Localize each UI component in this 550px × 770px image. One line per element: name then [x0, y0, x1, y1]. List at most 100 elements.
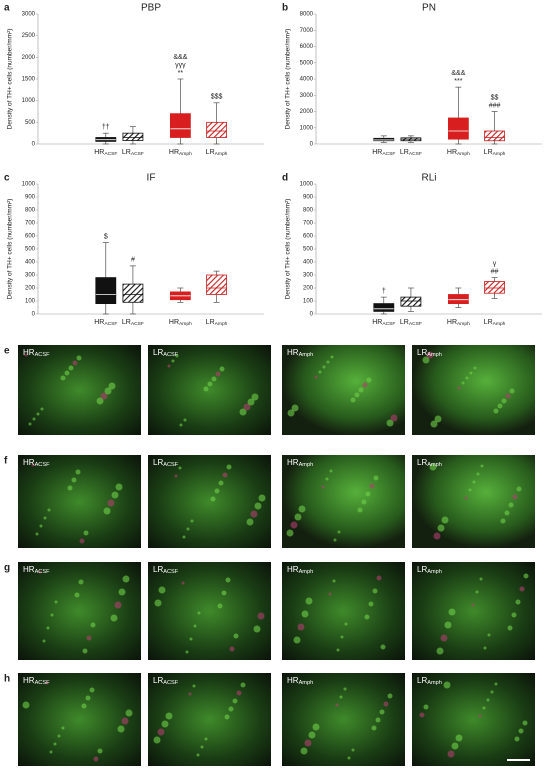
- cell: [35, 532, 39, 536]
- cell: [254, 502, 262, 510]
- cell: [468, 488, 472, 492]
- label: LRAmph: [417, 348, 442, 358]
- label: LRACSF: [400, 149, 422, 157]
- chart-title: PBP: [141, 3, 161, 14]
- y-tick-label: 600: [303, 234, 314, 240]
- cell: [300, 747, 308, 755]
- y-axis-label: Density of TH+ cells (number/mm²): [7, 29, 14, 130]
- panel-letter: b: [282, 3, 288, 14]
- cell: [158, 586, 166, 594]
- cell: [60, 375, 66, 381]
- cell: [36, 412, 40, 416]
- cell: [297, 623, 305, 631]
- cell: [373, 475, 379, 481]
- cell: [82, 648, 88, 654]
- cell: [122, 575, 130, 583]
- cell: [333, 538, 337, 542]
- y-tick-label: 6000: [300, 44, 314, 50]
- panel-letter: f: [4, 456, 8, 467]
- cell: [114, 601, 122, 609]
- cell: [493, 408, 499, 414]
- cell: [222, 472, 228, 478]
- cell: [103, 507, 111, 515]
- cell: [380, 644, 386, 650]
- cell: [507, 625, 513, 631]
- cell: [229, 646, 235, 652]
- y-tick-label: 1000: [300, 182, 314, 188]
- cell: [293, 636, 301, 644]
- annotation: ***: [454, 78, 462, 85]
- label: LRACSF: [122, 149, 144, 157]
- box: [122, 283, 144, 303]
- cell: [361, 499, 367, 505]
- y-tick-label: 0: [32, 142, 36, 148]
- cell: [183, 418, 187, 422]
- annotation: &&&: [173, 54, 187, 61]
- cell: [54, 600, 58, 604]
- cell: [357, 507, 363, 513]
- y-tick-label: 900: [303, 195, 314, 201]
- annotation: †: [382, 288, 386, 295]
- cell: [437, 524, 445, 532]
- label: HRAmph: [169, 319, 192, 327]
- y-tick-label: 1000: [22, 98, 36, 104]
- y-tick-label: 400: [303, 260, 314, 266]
- box: [373, 303, 395, 312]
- cell: [479, 577, 483, 581]
- cell: [471, 603, 475, 607]
- box: [373, 137, 395, 142]
- cell: [312, 723, 320, 731]
- micrograph: [282, 562, 405, 660]
- cell: [455, 734, 463, 742]
- y-tick-label: 300: [303, 273, 314, 279]
- annotation: $$: [491, 94, 499, 101]
- label: HRAmph: [447, 319, 470, 327]
- panel-letter: a: [4, 3, 10, 14]
- cell: [175, 354, 179, 358]
- cell: [79, 538, 85, 544]
- label: HRACSF: [23, 676, 50, 686]
- cell: [221, 590, 227, 596]
- cell: [523, 573, 529, 579]
- cell: [328, 592, 332, 596]
- cell: [86, 635, 92, 641]
- y-tick-label: 0: [32, 312, 36, 318]
- annotation: γγγ: [175, 62, 186, 69]
- label: HRACSF: [372, 319, 395, 327]
- box: [206, 274, 227, 295]
- cell: [224, 714, 230, 720]
- micrograph: [18, 673, 141, 766]
- cell: [236, 690, 242, 696]
- chart-title: RLi: [421, 173, 436, 184]
- annotation: **: [178, 70, 184, 77]
- cell: [351, 748, 355, 752]
- cell: [321, 485, 325, 489]
- cell: [219, 366, 225, 372]
- micrograph: [282, 345, 405, 435]
- cell: [314, 375, 318, 379]
- cell: [253, 625, 261, 633]
- cell: [426, 351, 434, 359]
- panel-letter: g: [4, 563, 10, 574]
- cell: [518, 728, 524, 734]
- cell: [189, 637, 193, 641]
- label: HRAmph: [447, 149, 470, 157]
- cell: [366, 377, 372, 383]
- cell: [335, 703, 339, 707]
- cell: [490, 690, 494, 694]
- micrograph: [412, 673, 535, 766]
- cell: [443, 681, 451, 689]
- cell: [354, 392, 360, 398]
- y-tick-label: 1500: [22, 77, 36, 83]
- cell: [171, 359, 175, 363]
- label: HRACSF: [23, 458, 50, 468]
- cell: [228, 706, 234, 712]
- cell: [165, 712, 173, 720]
- cell: [31, 463, 35, 467]
- panel-letter: e: [4, 346, 10, 357]
- cell: [217, 603, 223, 609]
- cell: [45, 681, 49, 685]
- cell: [24, 353, 28, 357]
- cell: [430, 420, 438, 428]
- cell: [38, 570, 42, 574]
